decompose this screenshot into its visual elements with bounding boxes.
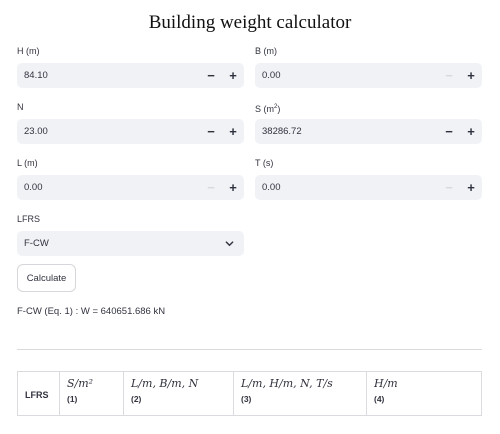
h-value[interactable]: 84.10 xyxy=(24,70,48,81)
l-value[interactable]: 0.00 xyxy=(24,182,43,193)
chevron-down-icon[interactable] xyxy=(225,239,234,248)
n-field: N 23.00 − + xyxy=(17,100,244,144)
b-number-input[interactable]: 0.00 − + xyxy=(255,63,482,88)
n-number-input[interactable]: 23.00 − + xyxy=(17,119,244,144)
table-cell-number: (4) xyxy=(374,394,385,404)
page-title: Building weight calculator xyxy=(148,12,352,33)
lfrs-select[interactable]: F-CW xyxy=(17,231,244,256)
l-label: L (m) xyxy=(17,158,38,168)
table-cell-math: H/m xyxy=(374,377,398,390)
legend-table: LFRS S/m² (1) L/m, B/m, N (2) L/m, H/m, … xyxy=(17,371,482,416)
s-label-end: ) xyxy=(277,104,281,114)
t-label: T (s) xyxy=(255,158,274,168)
h-increment-button[interactable]: + xyxy=(229,68,237,83)
t-number-input[interactable]: 0.00 − + xyxy=(255,175,482,200)
l-increment-button[interactable]: + xyxy=(229,180,237,195)
table-cell-number: (2) xyxy=(131,394,142,404)
table-cell-math: S/m² xyxy=(67,377,94,390)
l-number-input[interactable]: 0.00 − + xyxy=(17,175,244,200)
table-cell-number: (3) xyxy=(241,394,252,404)
s-label: S (m2) xyxy=(255,100,482,114)
lfrs-label: LFRS xyxy=(17,214,41,224)
table-cell-math: L/m, H/m, N, T/s xyxy=(241,377,333,390)
s-field: S (m2) 38286.72 − + xyxy=(255,100,482,144)
h-number-input[interactable]: 84.10 − + xyxy=(17,63,244,88)
lfrs-selected-value: F-CW xyxy=(24,238,49,249)
calculate-button[interactable]: Calculate xyxy=(17,264,76,292)
h-field: H (m) 84.10 − + xyxy=(17,44,244,88)
b-value[interactable]: 0.00 xyxy=(262,70,281,81)
l-field: L (m) 0.00 − + xyxy=(17,156,244,200)
s-increment-button[interactable]: + xyxy=(467,124,475,139)
s-decrement-button[interactable]: − xyxy=(445,124,453,139)
s-value[interactable]: 38286.72 xyxy=(262,126,302,137)
b-field: B (m) 0.00 − + xyxy=(255,44,482,88)
table-cell: L/m, H/m, N, T/s (3) xyxy=(233,371,367,416)
table-cell-number: (1) xyxy=(67,394,78,404)
b-label: B (m) xyxy=(255,46,277,56)
table-header-lfrs: LFRS xyxy=(17,371,60,416)
n-value[interactable]: 23.00 xyxy=(24,126,48,137)
lfrs-field: LFRS F-CW xyxy=(17,212,244,256)
t-field: T (s) 0.00 − + xyxy=(255,156,482,200)
h-label: H (m) xyxy=(17,46,40,56)
divider xyxy=(17,349,482,350)
b-decrement-button[interactable]: − xyxy=(445,68,453,83)
l-decrement-button[interactable]: − xyxy=(207,180,215,195)
t-value[interactable]: 0.00 xyxy=(262,182,281,193)
n-decrement-button[interactable]: − xyxy=(207,124,215,139)
table-cell: S/m² (1) xyxy=(59,371,124,416)
n-increment-button[interactable]: + xyxy=(229,124,237,139)
result-text: F-CW (Eq. 1) : W = 640651.686 kN xyxy=(17,306,166,317)
h-decrement-button[interactable]: − xyxy=(207,68,215,83)
t-increment-button[interactable]: + xyxy=(467,180,475,195)
s-label-main: S (m xyxy=(255,104,274,114)
table-cell: L/m, B/m, N (2) xyxy=(123,371,234,416)
s-number-input[interactable]: 38286.72 − + xyxy=(255,119,482,144)
s-label-exponent: 2 xyxy=(274,104,278,110)
b-increment-button[interactable]: + xyxy=(467,68,475,83)
n-label: N xyxy=(17,102,24,112)
table-row: LFRS S/m² (1) L/m, B/m, N (2) L/m, H/m, … xyxy=(17,371,482,416)
t-decrement-button[interactable]: − xyxy=(445,180,453,195)
table-cell-math: L/m, B/m, N xyxy=(131,377,199,390)
table-cell: H/m (4) xyxy=(366,371,482,416)
